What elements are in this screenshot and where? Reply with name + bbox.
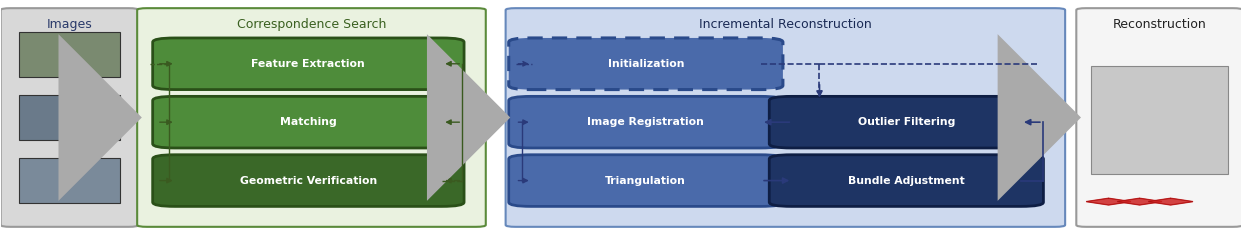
- Text: Feature Extraction: Feature Extraction: [251, 59, 365, 69]
- Polygon shape: [1149, 198, 1192, 205]
- Text: Correspondence Search: Correspondence Search: [237, 18, 386, 31]
- FancyBboxPatch shape: [153, 96, 465, 148]
- FancyBboxPatch shape: [19, 31, 120, 77]
- Text: Triangulation: Triangulation: [605, 176, 687, 186]
- FancyBboxPatch shape: [137, 8, 486, 227]
- FancyBboxPatch shape: [769, 155, 1043, 206]
- Text: Incremental Reconstruction: Incremental Reconstruction: [699, 18, 872, 31]
- Text: Matching: Matching: [279, 117, 337, 127]
- Text: Reconstruction: Reconstruction: [1113, 18, 1206, 31]
- FancyBboxPatch shape: [153, 38, 465, 90]
- Text: Initialization: Initialization: [607, 59, 684, 69]
- Text: Images: Images: [47, 18, 92, 31]
- FancyBboxPatch shape: [769, 96, 1043, 148]
- FancyBboxPatch shape: [509, 155, 782, 206]
- FancyBboxPatch shape: [1, 8, 138, 227]
- FancyBboxPatch shape: [1092, 66, 1227, 174]
- Text: Image Registration: Image Registration: [587, 117, 704, 127]
- Text: Bundle Adjustment: Bundle Adjustment: [848, 176, 965, 186]
- FancyBboxPatch shape: [19, 158, 120, 204]
- FancyBboxPatch shape: [153, 155, 465, 206]
- Polygon shape: [1087, 198, 1131, 205]
- FancyBboxPatch shape: [1077, 8, 1242, 227]
- Polygon shape: [1118, 198, 1163, 205]
- Text: Geometric Verification: Geometric Verification: [240, 176, 378, 186]
- FancyBboxPatch shape: [505, 8, 1066, 227]
- Text: Outlier Filtering: Outlier Filtering: [858, 117, 955, 127]
- FancyBboxPatch shape: [19, 95, 120, 140]
- FancyBboxPatch shape: [509, 38, 782, 90]
- FancyBboxPatch shape: [509, 96, 782, 148]
